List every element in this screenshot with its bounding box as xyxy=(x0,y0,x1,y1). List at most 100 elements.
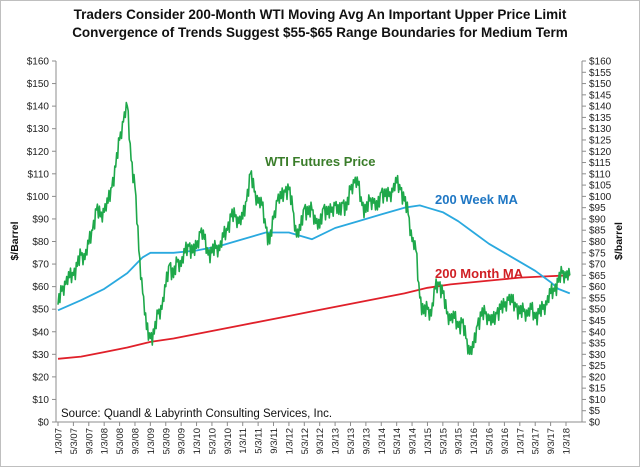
x-tick-label: 5/3/16 xyxy=(485,428,496,454)
x-tick-label: 9/3/11 xyxy=(269,428,280,454)
right-y-axis-label: $/barrel xyxy=(613,222,625,260)
right-tick-label: $85 xyxy=(589,226,606,237)
x-tick-label: 1/3/07 xyxy=(54,428,65,454)
wti-futures-price-line xyxy=(57,101,571,356)
right-tick-label: $105 xyxy=(589,181,612,192)
right-tick-label: $140 xyxy=(589,102,612,113)
x-tick-label: 1/3/11 xyxy=(238,428,249,454)
left-tick-label: $50 xyxy=(32,305,49,316)
right-tick-label: $35 xyxy=(589,339,606,350)
right-tick-label: $155 xyxy=(589,68,612,79)
right-tick-label: $125 xyxy=(589,135,612,146)
x-tick-label: 1/3/18 xyxy=(562,428,573,454)
right-tick-label: $100 xyxy=(589,192,612,203)
x-tick-label: 1/3/14 xyxy=(377,428,388,454)
x-tick-label: 5/3/09 xyxy=(161,428,172,454)
x-tick-label: 9/3/07 xyxy=(84,428,95,454)
x-tick-label: 5/3/13 xyxy=(346,428,357,454)
left-tick-label: $130 xyxy=(27,124,50,135)
month-ma-series-label: 200 Month MA xyxy=(435,266,524,281)
right-tick-label: $145 xyxy=(589,90,612,101)
x-tick-label: 5/3/11 xyxy=(254,428,265,454)
right-tick-label: $80 xyxy=(589,237,606,248)
right-tick-label: $120 xyxy=(589,147,612,158)
left-tick-label: $110 xyxy=(27,169,49,180)
x-tick-label: 9/3/14 xyxy=(408,428,419,454)
x-tick-label: 9/3/15 xyxy=(454,428,465,454)
right-tick-label: $115 xyxy=(589,158,611,169)
right-tick-label: $160 xyxy=(589,57,612,68)
source-annotation: Source: Quandl & Labyrinth Consulting Se… xyxy=(61,408,332,420)
left-tick-label: $40 xyxy=(32,327,49,338)
chart-subtitle: Convergence of Trends Suggest $55-$65 Ra… xyxy=(72,25,568,40)
week-ma-series-label: 200 Week MA xyxy=(435,192,518,207)
x-tick-label: 1/3/15 xyxy=(423,428,434,454)
right-tick-label: $65 xyxy=(589,271,606,282)
x-tick-label: 5/3/17 xyxy=(531,428,542,454)
x-tick-label: 9/3/13 xyxy=(361,428,372,454)
x-tick-label: 1/3/16 xyxy=(469,428,480,454)
x-tick-label: 1/3/08 xyxy=(100,428,111,454)
left-tick-label: $0 xyxy=(38,418,50,429)
right-tick-label: $110 xyxy=(589,169,611,180)
x-tick-label: 1/3/13 xyxy=(331,428,342,454)
right-tick-label: $130 xyxy=(589,124,612,135)
left-tick-label: $60 xyxy=(32,282,49,293)
left-tick-label: $30 xyxy=(32,350,49,361)
right-y-axis: $0$5$10$15$20$25$30$35$40$45$50$55$60$65… xyxy=(581,57,612,429)
left-tick-label: $140 xyxy=(27,102,50,113)
x-tick-label: 1/3/10 xyxy=(192,428,203,454)
right-tick-label: $25 xyxy=(589,361,606,372)
x-tick-label: 9/3/16 xyxy=(500,428,511,454)
right-tick-label: $5 xyxy=(589,406,601,417)
left-y-axis-label: $/Barrel xyxy=(9,221,21,260)
left-tick-label: $90 xyxy=(32,214,49,225)
x-tick-label: 9/3/08 xyxy=(130,428,141,454)
right-tick-label: $55 xyxy=(589,293,606,304)
left-tick-label: $80 xyxy=(32,237,49,248)
200-week-ma-line xyxy=(57,204,571,312)
x-tick-label: 5/3/12 xyxy=(300,428,311,454)
right-tick-label: $0 xyxy=(589,418,601,429)
x-tick-label: 1/3/09 xyxy=(146,428,157,454)
x-tick-label: 9/3/12 xyxy=(315,428,326,454)
right-tick-label: $20 xyxy=(589,372,606,383)
x-tick-label: 5/3/07 xyxy=(69,428,80,454)
left-tick-label: $160 xyxy=(27,57,50,68)
x-tick-label: 1/3/12 xyxy=(284,428,295,454)
chart-title: Traders Consider 200-Month WTI Moving Av… xyxy=(73,7,567,22)
right-tick-label: $95 xyxy=(589,203,606,214)
right-tick-label: $150 xyxy=(589,79,612,90)
left-tick-label: $120 xyxy=(27,147,50,158)
right-tick-label: $60 xyxy=(589,282,606,293)
chart-title-block: Traders Consider 200-Month WTI Moving Av… xyxy=(0,6,640,42)
x-tick-label: 5/3/15 xyxy=(438,428,449,454)
right-tick-label: $75 xyxy=(589,248,606,259)
right-tick-label: $50 xyxy=(589,305,606,316)
right-tick-label: $10 xyxy=(589,395,606,406)
x-tick-label: 5/3/10 xyxy=(207,428,218,454)
x-tick-label: 9/3/17 xyxy=(546,428,557,454)
left-tick-label: $10 xyxy=(32,395,49,406)
x-tick-label: 9/3/10 xyxy=(223,428,234,454)
x-tick-label: 1/3/17 xyxy=(515,428,526,454)
series-layer xyxy=(57,101,571,360)
right-tick-label: $15 xyxy=(589,384,606,395)
left-tick-label: $70 xyxy=(32,260,49,271)
right-tick-label: $135 xyxy=(589,113,612,124)
x-axis: 1/3/07 5/3/07 9/3/07 1/3/08 5/3/08 9/3/08 1/3/… xyxy=(54,421,582,454)
200-month-ma-line xyxy=(57,274,570,360)
left-tick-label: $150 xyxy=(27,79,50,90)
x-tick-label: 9/3/09 xyxy=(177,428,188,454)
right-tick-label: $40 xyxy=(589,327,606,338)
right-tick-label: $90 xyxy=(589,214,606,225)
right-tick-label: $45 xyxy=(589,316,606,327)
x-tick-label: 5/3/08 xyxy=(115,428,126,454)
x-tick-label: 5/3/14 xyxy=(392,428,403,454)
wti-series-label: WTI Futures Price xyxy=(265,154,376,169)
left-tick-label: $20 xyxy=(32,372,49,383)
left-y-axis: $0 $10 $20 $30 $40 $50 $60 $70 $80 $90 $100 $110 $12… xyxy=(27,57,57,429)
left-tick-label: $100 xyxy=(27,192,50,203)
